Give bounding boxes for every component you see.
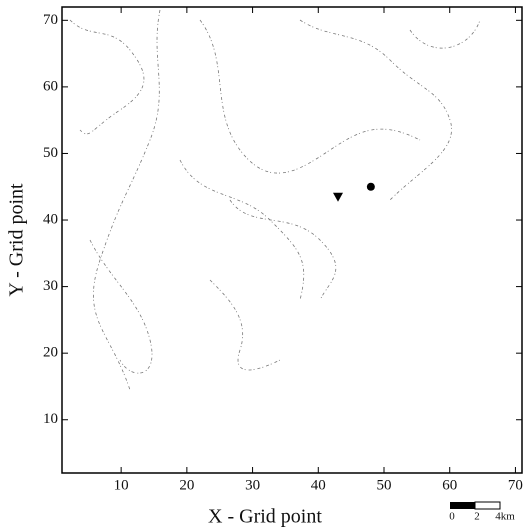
contour	[209, 279, 281, 371]
contour	[409, 19, 481, 49]
contour	[299, 19, 452, 201]
y-tick-label: 20	[43, 345, 58, 361]
x-tick-label: 40	[311, 477, 326, 493]
contour-background	[69, 9, 481, 391]
marker-circle	[366, 182, 375, 191]
y-tick-label: 60	[43, 78, 58, 94]
scale-label: 4km	[495, 511, 515, 523]
y-tick-label: 10	[43, 411, 58, 427]
scale-bar	[474, 501, 501, 510]
y-tick-label: 40	[43, 211, 58, 227]
contour	[199, 19, 421, 174]
x-tick-label: 10	[114, 477, 129, 493]
contour	[179, 159, 304, 301]
scale-bar	[450, 502, 475, 509]
y-tick-label: 70	[43, 12, 58, 28]
x-tick-label: 50	[377, 477, 392, 493]
plot-frame	[61, 6, 523, 474]
x-axis-label: X - Grid point	[208, 506, 322, 528]
x-tick-label: 70	[508, 477, 523, 493]
x-tick-label: 60	[442, 477, 457, 493]
contour	[89, 239, 153, 374]
x-tick-label: 30	[245, 477, 260, 493]
y-axis-label: Y - Grid point	[6, 183, 28, 297]
x-tick-label: 20	[179, 477, 194, 493]
y-tick-label: 50	[43, 145, 58, 161]
scale-label: 0	[449, 511, 455, 523]
y-tick-label: 30	[43, 278, 58, 294]
marker-triangle	[333, 192, 343, 202]
contour	[93, 9, 161, 391]
scale-label: 2	[474, 511, 480, 523]
contour	[229, 199, 337, 301]
contour	[69, 19, 145, 135]
